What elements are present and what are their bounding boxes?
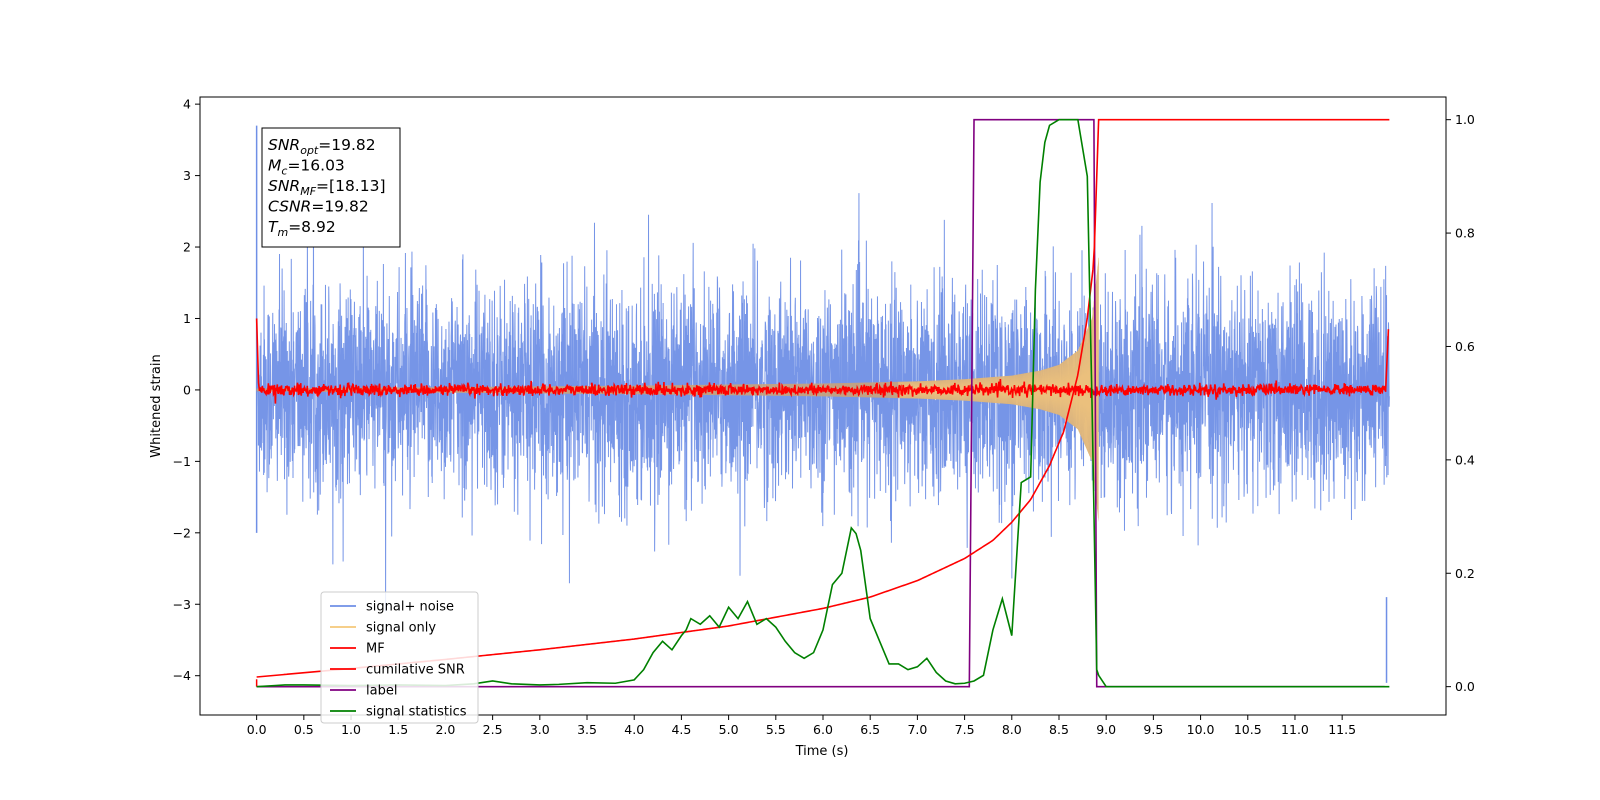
x-tick-label: 4.0 bbox=[624, 722, 644, 737]
y-right-tick-label: 0.0 bbox=[1455, 679, 1475, 694]
y-right-tick-label: 0.6 bbox=[1455, 339, 1475, 354]
x-tick-label: 7.5 bbox=[955, 722, 975, 737]
y-right-tick-label: 1.0 bbox=[1455, 112, 1475, 127]
y-left-tick-label: 4 bbox=[183, 97, 191, 112]
x-tick-label: 10.5 bbox=[1234, 722, 1262, 737]
x-tick-label: 4.5 bbox=[671, 722, 691, 737]
y-left-tick-label: 2 bbox=[183, 240, 191, 255]
x-axis-label: Time (s) bbox=[795, 744, 849, 759]
x-tick-label: 9.0 bbox=[1096, 722, 1116, 737]
y-right-tick-label: 0.2 bbox=[1455, 566, 1475, 581]
info-box: SNRopt=19.82Mc=16.03SNRMF=[18.13]CSNR=19… bbox=[261, 127, 401, 248]
x-tick-label: 6.0 bbox=[813, 722, 833, 737]
series-signal-noise bbox=[256, 193, 1390, 612]
x-tick-label: 5.5 bbox=[766, 722, 786, 737]
x-tick-label: 0.5 bbox=[294, 722, 314, 737]
x-tick-label: 0.0 bbox=[247, 722, 267, 737]
x-tick-label: 11.0 bbox=[1281, 722, 1309, 737]
x-tick-label: 7.0 bbox=[907, 722, 927, 737]
x-tick-label: 11.5 bbox=[1328, 722, 1356, 737]
y-left-tick-label: 1 bbox=[183, 311, 191, 326]
x-tick-label: 9.5 bbox=[1143, 722, 1163, 737]
y-right-tick-label: 0.8 bbox=[1455, 226, 1475, 241]
y-left-tick-label: −2 bbox=[173, 525, 191, 540]
legend-label: cumilative SNR bbox=[366, 663, 465, 678]
x-tick-label: 5.0 bbox=[719, 722, 739, 737]
y-left-tick-label: −1 bbox=[173, 454, 191, 469]
x-tick-label: 10.0 bbox=[1187, 722, 1215, 737]
info-line: Tm=8.92 bbox=[268, 218, 336, 239]
plot-area bbox=[255, 118, 1390, 688]
legend-label: signal statistics bbox=[366, 705, 467, 720]
series-signal-statistics bbox=[256, 118, 1390, 688]
legend-label: label bbox=[366, 684, 397, 699]
y-left-tick-label: 3 bbox=[183, 168, 191, 183]
legend-frame bbox=[320, 591, 479, 724]
signal-only-oscillation bbox=[898, 257, 1099, 518]
y-axis-left-label: Whitened strain bbox=[149, 354, 164, 457]
y-left-tick-label: −4 bbox=[173, 668, 191, 683]
x-tick-label: 2.5 bbox=[483, 722, 503, 737]
info-line: SNRopt=19.82 bbox=[268, 136, 376, 157]
x-tick-label: 1.0 bbox=[341, 722, 361, 737]
info-line: SNRMF=[18.13] bbox=[268, 177, 386, 198]
series-mf bbox=[255, 318, 1390, 404]
y-axis-left: −4 −3 −2 −1 0 1 2 3 4 bbox=[173, 97, 200, 683]
y-left-tick-label: −3 bbox=[173, 597, 191, 612]
y-right-tick-label: 0.4 bbox=[1455, 452, 1475, 467]
info-line: Mc=16.03 bbox=[268, 157, 345, 178]
x-tick-label: 3.0 bbox=[530, 722, 550, 737]
y-axis-right: 0.0 0.2 0.4 0.6 0.8 1.0 bbox=[1446, 112, 1475, 694]
x-tick-label: 8.0 bbox=[1002, 722, 1022, 737]
x-tick-label: 6.5 bbox=[860, 722, 880, 737]
x-tick-label: 3.5 bbox=[577, 722, 597, 737]
legend-label: signal only bbox=[366, 621, 436, 636]
x-axis: 0.0 0.5 1.0 1.5 2.0 2.5 3.0 3.5 4.0 4.5 5.0 5.5 6.0 6… bbox=[247, 715, 1356, 737]
legend-label: signal+ noise bbox=[366, 600, 454, 615]
legend-label: MF bbox=[366, 642, 385, 657]
x-tick-label: 8.5 bbox=[1049, 722, 1069, 737]
info-line: CSNR=19.82 bbox=[268, 198, 369, 216]
x-tick-label: 1.5 bbox=[388, 722, 408, 737]
y-left-tick-label: 0 bbox=[183, 382, 191, 397]
x-tick-label: 2.0 bbox=[435, 722, 455, 737]
info-box-frame bbox=[261, 127, 401, 248]
legend: signal+ noise signal only MF cumilative SNR… bbox=[320, 591, 479, 724]
